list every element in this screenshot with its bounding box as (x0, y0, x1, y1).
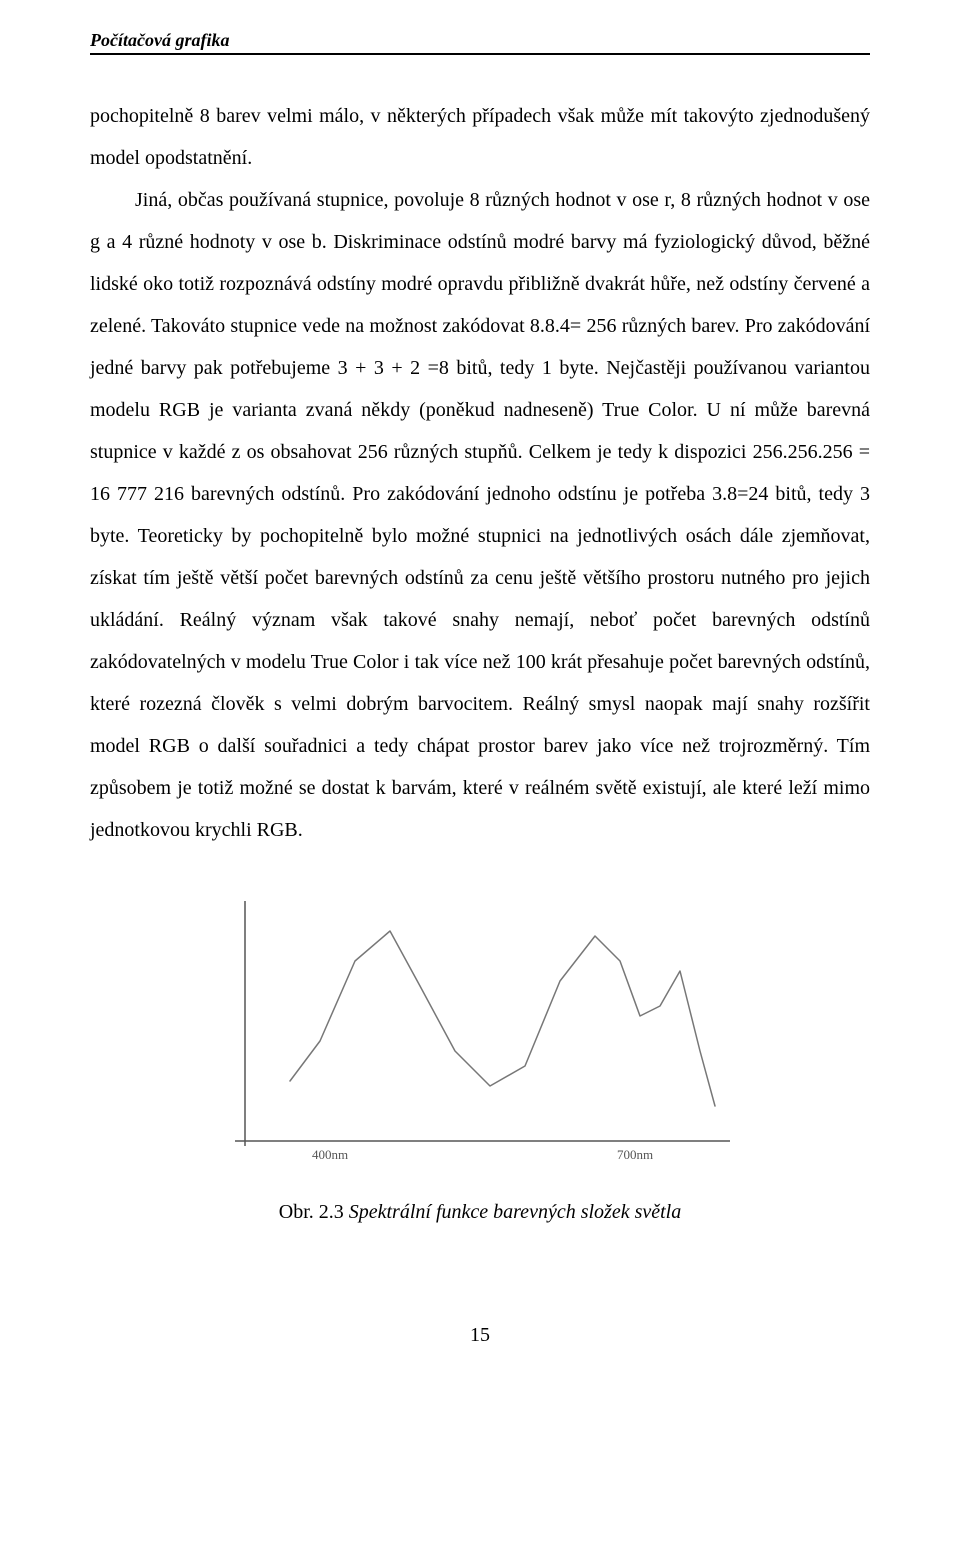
caption-label: Obr. 2.3 (279, 1201, 344, 1223)
body-paragraph-1: pochopitelně 8 barev velmi málo, v někte… (90, 95, 870, 179)
page-header: Počítačová grafika (90, 30, 870, 55)
body-paragraph-2: Jiná, občas používaná stupnice, povoluje… (90, 179, 870, 851)
page-number: 15 (90, 1324, 870, 1347)
figure-container: 400nm 700nm Obr. 2.3 Spektrální funkce ba… (90, 891, 870, 1224)
svg-text:700nm: 700nm (617, 1147, 653, 1162)
spectral-chart: 400nm 700nm (215, 891, 745, 1171)
figure-caption: Obr. 2.3 Spektrální funkce barevných slo… (90, 1201, 870, 1224)
svg-text:400nm: 400nm (312, 1147, 348, 1162)
document-page: Počítačová grafika pochopitelně 8 barev … (0, 0, 960, 1377)
header-title: Počítačová grafika (90, 30, 229, 50)
caption-title: Spektrální funkce barevných složek světl… (344, 1201, 681, 1223)
